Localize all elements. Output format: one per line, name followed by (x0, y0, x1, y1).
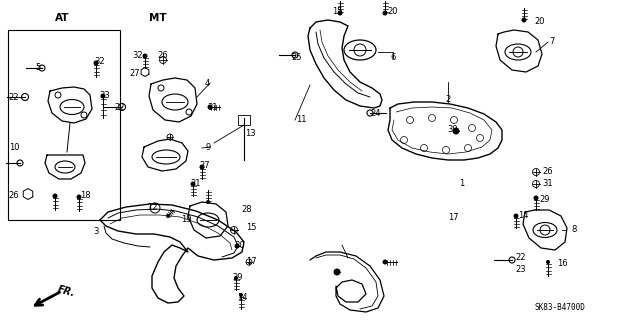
Text: 22: 22 (516, 253, 526, 262)
Text: 32: 32 (132, 51, 143, 60)
Text: 32: 32 (95, 57, 106, 66)
Text: 28: 28 (242, 204, 252, 213)
Text: 10: 10 (9, 143, 19, 153)
Text: 6: 6 (390, 53, 396, 62)
Circle shape (93, 60, 99, 66)
Circle shape (77, 195, 81, 199)
Circle shape (206, 200, 210, 204)
Text: 22: 22 (115, 102, 125, 111)
Text: 16: 16 (557, 260, 567, 268)
Text: 29: 29 (233, 274, 243, 283)
Text: 27: 27 (200, 162, 211, 171)
Text: FR.: FR. (56, 284, 76, 298)
Text: 23: 23 (516, 266, 526, 275)
Text: 14: 14 (518, 211, 528, 220)
Circle shape (207, 105, 212, 109)
Text: 5: 5 (35, 63, 40, 73)
Text: 3: 3 (93, 228, 99, 236)
Text: 29: 29 (540, 195, 550, 204)
Text: 20: 20 (535, 18, 545, 27)
Text: 30: 30 (448, 125, 458, 134)
Text: 26: 26 (157, 51, 168, 60)
Text: 21: 21 (191, 179, 201, 188)
Bar (238, 115, 250, 125)
Text: 17: 17 (246, 258, 256, 267)
Text: 7: 7 (549, 37, 555, 46)
Text: 31: 31 (543, 180, 554, 188)
Text: 20: 20 (388, 7, 398, 17)
Circle shape (200, 164, 205, 170)
Text: 15: 15 (246, 223, 256, 233)
Text: 2: 2 (445, 95, 451, 105)
Text: 14: 14 (237, 292, 247, 301)
Text: 1: 1 (460, 179, 465, 188)
Text: 8: 8 (572, 226, 577, 235)
Text: 33: 33 (100, 92, 110, 100)
Text: 18: 18 (80, 191, 90, 201)
Circle shape (534, 196, 538, 201)
Circle shape (191, 181, 195, 187)
Circle shape (166, 214, 170, 218)
Bar (8, 30, 120, 220)
Text: 19: 19 (180, 214, 191, 223)
Text: 4: 4 (204, 78, 210, 87)
Circle shape (143, 53, 147, 59)
Text: 27: 27 (130, 68, 140, 77)
Text: 26: 26 (9, 191, 19, 201)
Text: 22: 22 (9, 93, 19, 102)
Circle shape (52, 194, 58, 198)
Circle shape (239, 293, 243, 297)
Text: 13: 13 (244, 129, 255, 138)
Text: 12: 12 (147, 203, 157, 212)
Text: 15: 15 (332, 7, 342, 17)
Text: 25: 25 (292, 53, 302, 62)
Text: AT: AT (55, 13, 69, 23)
Circle shape (100, 93, 106, 99)
Text: SK83-B4700D: SK83-B4700D (534, 303, 586, 313)
Text: MT: MT (149, 13, 167, 23)
Circle shape (383, 260, 387, 265)
Circle shape (513, 213, 518, 219)
Text: 17: 17 (448, 213, 458, 222)
Text: 31: 31 (208, 102, 218, 111)
Circle shape (522, 18, 527, 22)
Circle shape (234, 244, 239, 249)
Circle shape (383, 11, 387, 15)
Circle shape (337, 11, 342, 15)
Circle shape (234, 276, 238, 280)
Text: 30: 30 (235, 241, 245, 250)
Circle shape (333, 268, 340, 276)
Text: 24: 24 (371, 108, 381, 117)
Text: 11: 11 (296, 116, 307, 124)
Text: 26: 26 (543, 167, 554, 177)
Circle shape (452, 127, 460, 134)
Circle shape (546, 260, 550, 264)
Text: 9: 9 (205, 142, 211, 151)
